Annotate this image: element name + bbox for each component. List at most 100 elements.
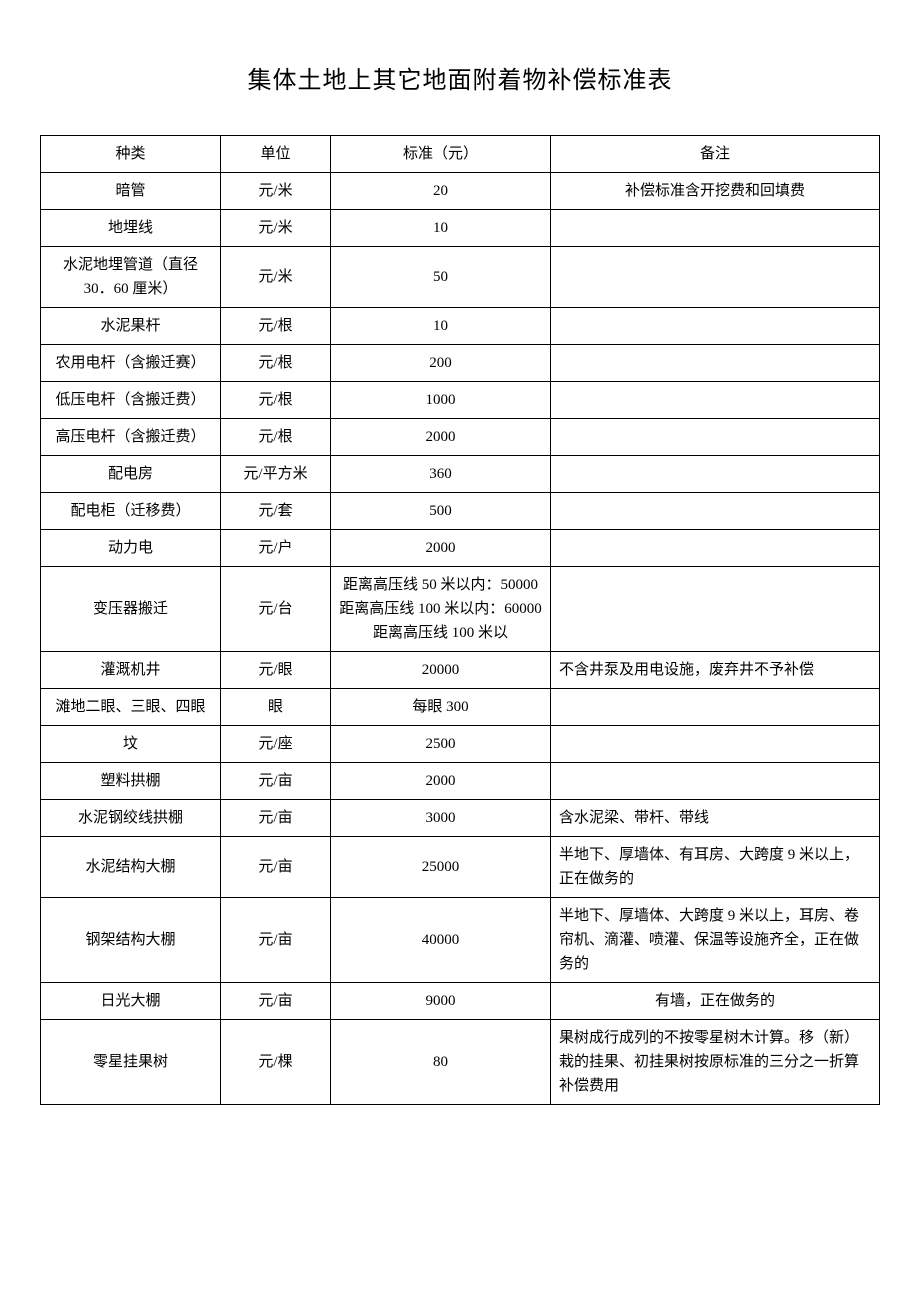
cell-unit: 元/米	[221, 173, 331, 210]
cell-unit: 元/台	[221, 567, 331, 652]
table-row: 高压电杆（含搬迁费）元/根2000	[41, 419, 880, 456]
cell-std: 1000	[331, 382, 551, 419]
cell-std: 20000	[331, 652, 551, 689]
cell-type: 零星挂果树	[41, 1020, 221, 1105]
cell-unit: 元/根	[221, 419, 331, 456]
cell-unit: 元/户	[221, 530, 331, 567]
table-row: 日光大棚元/亩9000有墙，正在做务的	[41, 983, 880, 1020]
table-row: 农用电杆（含搬迁赛）元/根200	[41, 345, 880, 382]
cell-type: 塑料拱棚	[41, 763, 221, 800]
cell-std: 80	[331, 1020, 551, 1105]
cell-unit: 眼	[221, 689, 331, 726]
table-row: 塑料拱棚元/亩2000	[41, 763, 880, 800]
cell-std: 200	[331, 345, 551, 382]
cell-type: 动力电	[41, 530, 221, 567]
cell-remark	[551, 567, 880, 652]
cell-type: 农用电杆（含搬迁赛）	[41, 345, 221, 382]
col-header-std: 标准（元）	[331, 136, 551, 173]
cell-remark	[551, 382, 880, 419]
cell-unit: 元/米	[221, 247, 331, 308]
table-row: 变压器搬迁元/台距离高压线 50 米以内：50000 距离高压线 100 米以内…	[41, 567, 880, 652]
col-header-unit: 单位	[221, 136, 331, 173]
cell-type: 低压电杆（含搬迁费）	[41, 382, 221, 419]
cell-type: 暗管	[41, 173, 221, 210]
cell-type: 日光大棚	[41, 983, 221, 1020]
cell-std: 40000	[331, 898, 551, 983]
cell-remark	[551, 210, 880, 247]
table-row: 灌溉机井元/眼20000不含井泵及用电设施，废弃井不予补偿	[41, 652, 880, 689]
cell-unit: 元/座	[221, 726, 331, 763]
cell-remark	[551, 689, 880, 726]
cell-remark	[551, 530, 880, 567]
table-row: 地埋线元/米10	[41, 210, 880, 247]
cell-type: 配电房	[41, 456, 221, 493]
cell-unit: 元/亩	[221, 837, 331, 898]
table-row: 低压电杆（含搬迁费）元/根1000	[41, 382, 880, 419]
table-row: 滩地二眼、三眼、四眼眼每眼 300	[41, 689, 880, 726]
cell-remark	[551, 419, 880, 456]
cell-unit: 元/亩	[221, 983, 331, 1020]
cell-std: 每眼 300	[331, 689, 551, 726]
table-row: 配电柜（迁移费）元/套500	[41, 493, 880, 530]
cell-remark: 有墙，正在做务的	[551, 983, 880, 1020]
col-header-remark: 备注	[551, 136, 880, 173]
cell-type: 水泥地埋管道（直径 30．60 厘米）	[41, 247, 221, 308]
cell-type: 高压电杆（含搬迁费）	[41, 419, 221, 456]
cell-type: 滩地二眼、三眼、四眼	[41, 689, 221, 726]
cell-unit: 元/眼	[221, 652, 331, 689]
cell-remark	[551, 726, 880, 763]
cell-type: 变压器搬迁	[41, 567, 221, 652]
cell-type: 坟	[41, 726, 221, 763]
table-row: 水泥地埋管道（直径 30．60 厘米）元/米50	[41, 247, 880, 308]
cell-std: 3000	[331, 800, 551, 837]
cell-remark	[551, 763, 880, 800]
cell-remark: 半地下、厚墙体、大跨度 9 米以上，耳房、卷帘机、滴灌、喷灌、保温等设施齐全，正…	[551, 898, 880, 983]
cell-remark	[551, 345, 880, 382]
cell-unit: 元/根	[221, 345, 331, 382]
cell-unit: 元/根	[221, 382, 331, 419]
cell-unit: 元/平方米	[221, 456, 331, 493]
table-row: 钢架结构大棚元/亩40000半地下、厚墙体、大跨度 9 米以上，耳房、卷帘机、滴…	[41, 898, 880, 983]
cell-type: 配电柜（迁移费）	[41, 493, 221, 530]
cell-remark: 半地下、厚墙体、有耳房、大跨度 9 米以上，正在做务的	[551, 837, 880, 898]
table-row: 配电房元/平方米360	[41, 456, 880, 493]
cell-std: 360	[331, 456, 551, 493]
cell-std: 10	[331, 210, 551, 247]
cell-type: 水泥钢绞线拱棚	[41, 800, 221, 837]
table-row: 零星挂果树元/棵80果树成行成列的不按零星树木计算。移（新）栽的挂果、初挂果树按…	[41, 1020, 880, 1105]
compensation-table: 种类 单位 标准（元） 备注 暗管元/米20补偿标准含开挖费和回填费地埋线元/米…	[40, 135, 880, 1105]
cell-unit: 元/亩	[221, 898, 331, 983]
table-row: 动力电元/户2000	[41, 530, 880, 567]
table-row: 水泥果杆元/根10	[41, 308, 880, 345]
cell-std: 2000	[331, 763, 551, 800]
cell-unit: 元/套	[221, 493, 331, 530]
cell-unit: 元/米	[221, 210, 331, 247]
cell-std: 20	[331, 173, 551, 210]
cell-type: 灌溉机井	[41, 652, 221, 689]
cell-std: 距离高压线 50 米以内：50000 距离高压线 100 米以内：60000 距…	[331, 567, 551, 652]
cell-remark	[551, 247, 880, 308]
cell-std: 500	[331, 493, 551, 530]
cell-unit: 元/根	[221, 308, 331, 345]
page-title: 集体土地上其它地面附着物补偿标准表	[40, 60, 880, 95]
cell-remark: 果树成行成列的不按零星树木计算。移（新）栽的挂果、初挂果树按原标准的三分之一折算…	[551, 1020, 880, 1105]
cell-std: 25000	[331, 837, 551, 898]
cell-unit: 元/亩	[221, 800, 331, 837]
cell-unit: 元/棵	[221, 1020, 331, 1105]
cell-type: 地埋线	[41, 210, 221, 247]
cell-std: 2000	[331, 419, 551, 456]
cell-std: 2000	[331, 530, 551, 567]
cell-remark	[551, 308, 880, 345]
cell-remark	[551, 493, 880, 530]
cell-std: 10	[331, 308, 551, 345]
cell-unit: 元/亩	[221, 763, 331, 800]
table-row: 坟元/座2500	[41, 726, 880, 763]
cell-std: 9000	[331, 983, 551, 1020]
cell-remark	[551, 456, 880, 493]
cell-std: 50	[331, 247, 551, 308]
col-header-type: 种类	[41, 136, 221, 173]
cell-remark: 含水泥梁、带杆、带线	[551, 800, 880, 837]
cell-type: 水泥果杆	[41, 308, 221, 345]
table-row: 水泥结构大棚元/亩25000半地下、厚墙体、有耳房、大跨度 9 米以上，正在做务…	[41, 837, 880, 898]
table-body: 暗管元/米20补偿标准含开挖费和回填费地埋线元/米10水泥地埋管道（直径 30．…	[41, 173, 880, 1105]
